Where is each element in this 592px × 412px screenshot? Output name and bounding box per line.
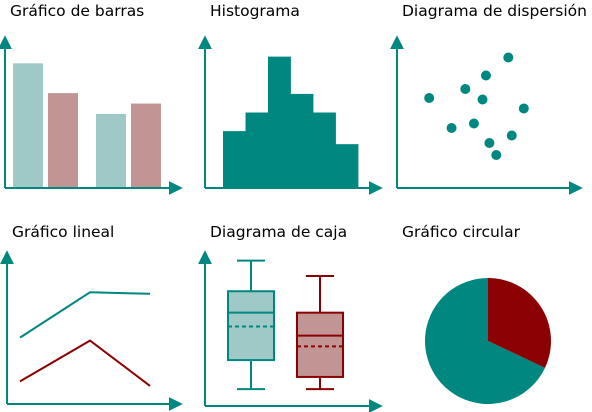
pie-slices xyxy=(424,278,551,405)
panel-box-plot: Diagrama de caja xyxy=(198,223,383,412)
panel-pie: Gráfico circular xyxy=(402,223,551,405)
histogram-bin xyxy=(223,131,246,187)
box-iqr xyxy=(296,311,344,378)
scatter-point xyxy=(460,84,471,94)
scatter-point xyxy=(491,150,502,160)
scatter-point xyxy=(484,138,495,148)
box-plot-title: Diagrama de caja xyxy=(210,223,347,241)
scatter-point xyxy=(477,94,488,105)
panel-scatter: Diagrama de dispersión xyxy=(390,2,587,195)
line-chart-axes xyxy=(0,250,183,411)
pie-slice xyxy=(488,278,551,368)
scatter-point xyxy=(518,103,529,114)
panel-histogram: Histograma xyxy=(198,2,383,195)
scatter-point xyxy=(446,123,457,133)
scatter-point xyxy=(506,130,517,141)
box-plot-boxes xyxy=(227,259,344,391)
scatter-point xyxy=(503,52,514,63)
bar xyxy=(131,103,161,187)
scatter-point xyxy=(424,93,435,103)
line-chart-title: Gráfico lineal xyxy=(12,223,114,241)
panel-bar-chart: Gráfico de barras xyxy=(0,2,183,195)
bar-chart-axes xyxy=(0,35,183,195)
histogram-bin xyxy=(290,93,314,187)
line-series xyxy=(19,339,151,387)
pie-slice xyxy=(424,278,545,405)
bar xyxy=(48,93,78,187)
bar xyxy=(96,113,126,187)
histogram-bin xyxy=(335,144,359,187)
bar-chart-title: Gráfico de barras xyxy=(10,2,144,20)
histogram-title: Histograma xyxy=(210,2,300,20)
histogram-bin xyxy=(268,56,291,187)
panel-line-chart: Gráfico lineal xyxy=(0,223,183,411)
scatter-point xyxy=(468,118,479,129)
scatter-points xyxy=(424,52,529,160)
line-chart-series xyxy=(19,291,151,387)
histogram-bin xyxy=(313,112,336,187)
histogram-bins xyxy=(223,56,359,187)
line-series xyxy=(19,291,151,339)
scatter-axes xyxy=(390,35,583,195)
bar-chart-bars xyxy=(13,63,161,187)
scatter-title: Diagrama de dispersión xyxy=(402,2,587,20)
box-plot-axes xyxy=(198,250,383,412)
pie-title: Gráfico circular xyxy=(402,223,521,241)
histogram-bin xyxy=(245,112,269,187)
histogram-axes xyxy=(198,35,383,195)
scatter-point xyxy=(480,70,491,81)
bar xyxy=(13,63,43,187)
